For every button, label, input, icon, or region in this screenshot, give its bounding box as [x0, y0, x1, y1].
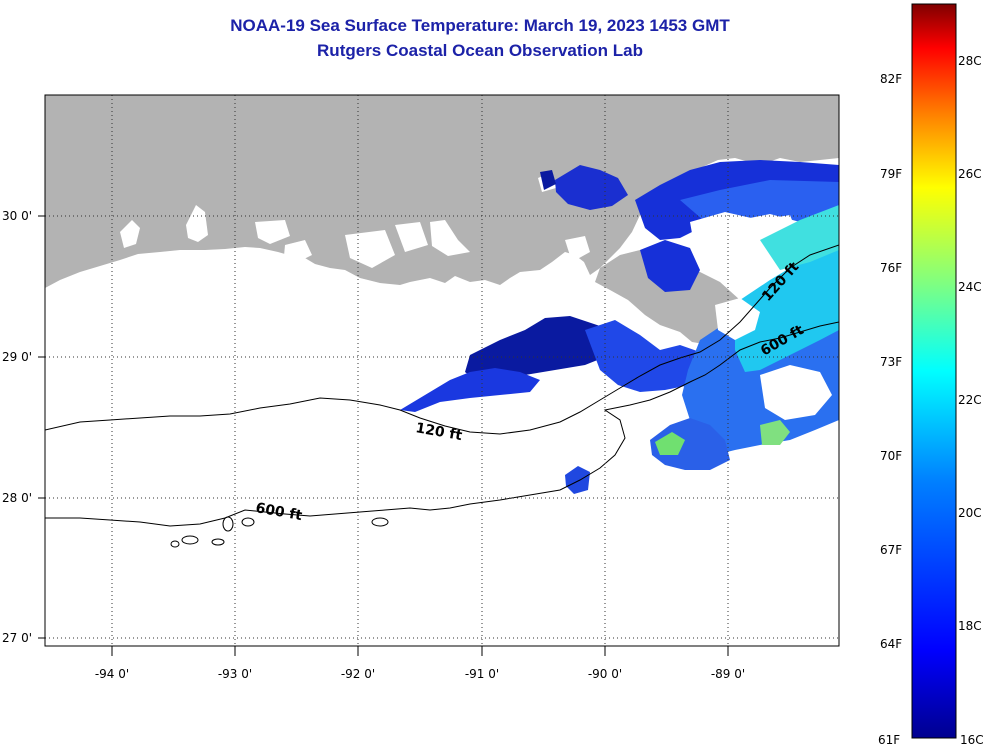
sst-patch: [585, 320, 705, 392]
sst-patch: [540, 170, 556, 190]
delta-land: [595, 250, 752, 345]
sst-patch: [760, 205, 839, 270]
cb-f-label: 64F: [880, 637, 902, 651]
sst-patch: [465, 316, 615, 382]
inland-water: [430, 220, 470, 256]
lon-label: -89 0': [711, 667, 745, 681]
inland-water: [565, 236, 590, 262]
map-border: [44, 94, 840, 647]
sst-patch: [565, 466, 590, 494]
map-subtitle: Rutgers Coastal Ocean Observation Lab: [317, 41, 643, 60]
cb-f-label: 73F: [880, 355, 902, 369]
lon-label: -94 0': [95, 667, 129, 681]
colorbar-fahrenheit-labels: 82F 79F 76F 73F 70F 67F 64F 61F: [878, 72, 902, 747]
cb-c-label: 20C: [958, 506, 982, 520]
lat-label: 28 0': [2, 491, 32, 505]
cb-c-label: 22C: [958, 393, 982, 407]
inland-water: [284, 240, 312, 262]
sst-patch: [640, 240, 700, 292]
inland-water: [120, 220, 140, 248]
colorbar: [911, 3, 957, 739]
cb-f-label: 76F: [880, 261, 902, 275]
cb-f-label: 82F: [880, 72, 902, 86]
cb-c-label: 18C: [958, 619, 982, 633]
cloud-patch: [715, 298, 760, 340]
map-grid: [45, 95, 839, 646]
sst-patch: [760, 420, 790, 445]
cb-f-label: 70F: [880, 449, 902, 463]
cloud-patch: [690, 212, 800, 278]
inland-water: [186, 205, 208, 242]
sst-patch: [650, 418, 730, 470]
map-title: NOAA-19 Sea Surface Temperature: March 1…: [230, 16, 730, 35]
cb-c-label: 16C: [960, 733, 984, 747]
lat-label: 30 0': [2, 209, 32, 223]
lon-label: -91 0': [465, 667, 499, 681]
cb-f-label: 79F: [880, 167, 902, 181]
sst-patch: [735, 240, 839, 372]
lat-label: 27 0': [2, 631, 32, 645]
land-mass: [45, 95, 839, 288]
lon-label: -93 0': [218, 667, 252, 681]
sst-patch: [655, 432, 685, 455]
lon-label: -90 0': [588, 667, 622, 681]
contour-120ft: [45, 244, 839, 435]
cb-f-label: 67F: [880, 543, 902, 557]
cb-f-label: 61F: [878, 733, 900, 747]
inland-water: [255, 220, 290, 244]
contour-600ft: [45, 321, 839, 527]
inland-water: [395, 222, 428, 252]
lat-label: 29 0': [2, 350, 32, 364]
cloud-patch: [760, 365, 832, 420]
lon-label: -92 0': [341, 667, 375, 681]
axis-ticks: [38, 215, 729, 656]
colorbar-celsius-labels: 28C 26C 24C 22C 20C 18C 16C: [958, 54, 984, 747]
cb-c-label: 28C: [958, 54, 982, 68]
cb-c-label: 26C: [958, 167, 982, 181]
sst-patch: [400, 368, 540, 412]
sst-patch: [555, 165, 628, 210]
cb-c-label: 24C: [958, 280, 982, 294]
